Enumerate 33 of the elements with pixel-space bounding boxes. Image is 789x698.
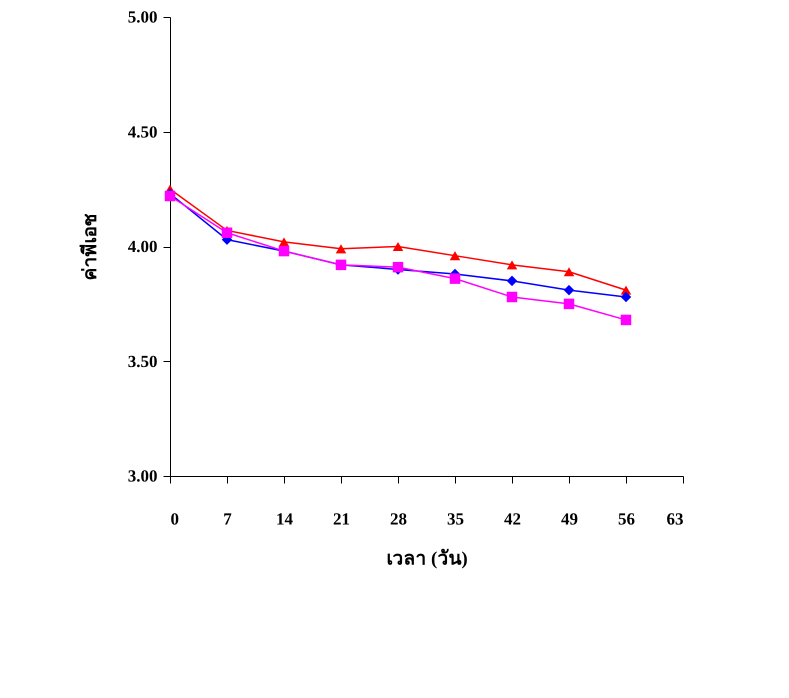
y-axis-title: ค่าพีเอช	[78, 214, 101, 280]
y-tick-label: 5.00	[128, 8, 158, 26]
point	[506, 292, 518, 302]
point	[450, 273, 460, 284]
x-tick-label: 0	[170, 510, 179, 528]
y-tick-label: 3.50	[128, 352, 158, 371]
x-tick-label: 35	[447, 510, 464, 528]
point	[620, 292, 632, 302]
y-tick-label: 4.50	[128, 122, 158, 142]
x-axis-title: เวลา (วัน)	[386, 548, 468, 570]
point	[506, 260, 518, 270]
point	[336, 244, 346, 254]
point	[164, 190, 176, 202]
point	[506, 276, 518, 286]
x-tick-label: 21	[333, 510, 350, 528]
x-tick-label: 42	[504, 510, 521, 528]
point	[450, 251, 460, 260]
x-tick-label: 14	[276, 510, 294, 528]
x-tick-label: 56	[618, 510, 635, 528]
x-tick-label: 28	[390, 510, 407, 528]
point	[392, 262, 404, 272]
point	[278, 237, 290, 246]
point	[564, 267, 574, 276]
x-tick-label: 63	[666, 510, 684, 528]
y-tick-label: 3.00	[128, 466, 158, 486]
x-tick-label: 49	[561, 510, 578, 528]
point	[564, 284, 574, 296]
x-tick-label: 7	[223, 510, 232, 528]
point	[222, 227, 232, 238]
point	[620, 314, 632, 326]
y-tick-label: 4.00	[128, 237, 158, 256]
point	[564, 298, 574, 310]
point	[392, 242, 404, 252]
